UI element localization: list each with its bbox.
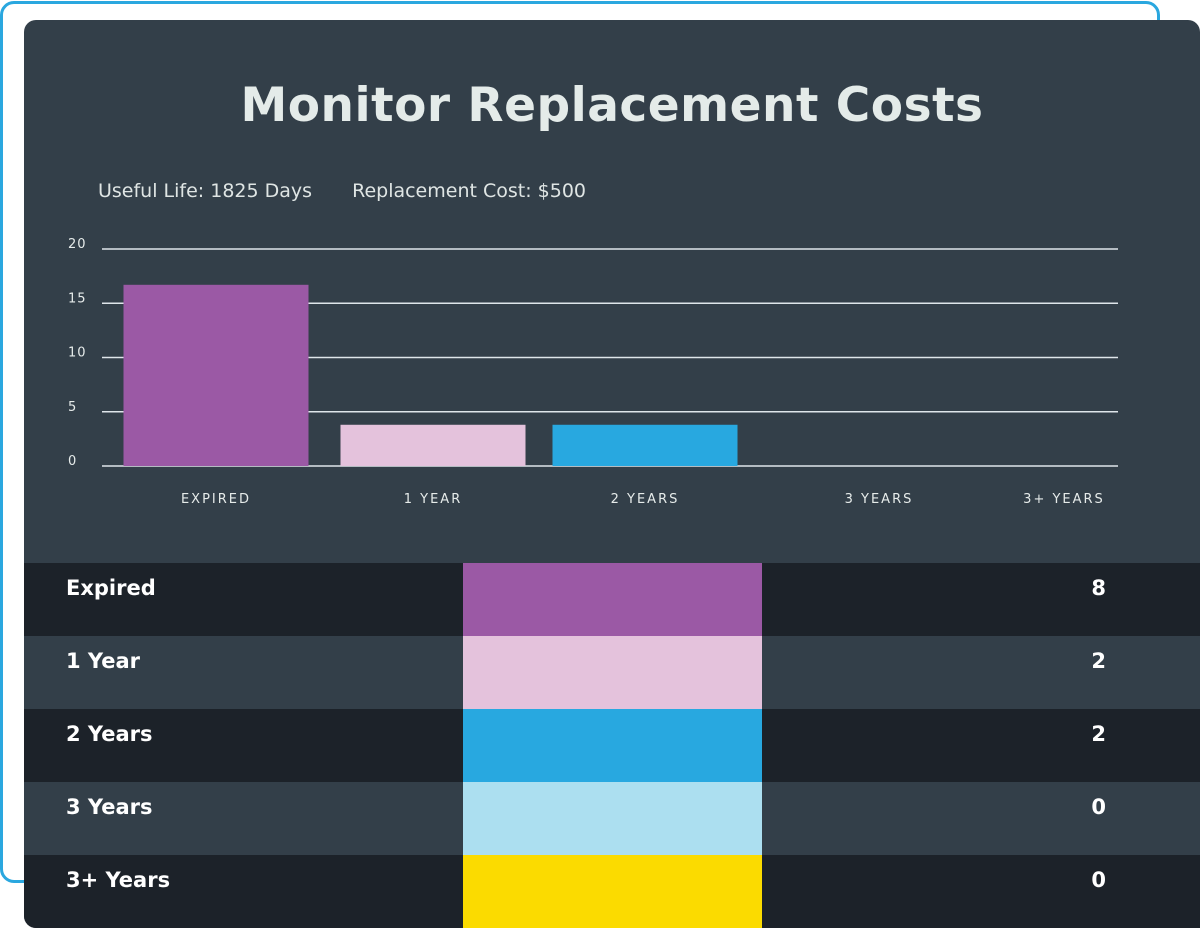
table-row: Expired 8 [24, 563, 1200, 636]
row-value: 0 [1091, 868, 1106, 892]
row-color-swatch [463, 855, 762, 928]
chart-card: Monitor Replacement Costs Useful Life: 1… [24, 20, 1200, 928]
x-category-label: 3+ YEARS [1023, 492, 1105, 507]
table-row: 1 Year 2 [24, 636, 1200, 709]
row-label: Expired [66, 576, 156, 600]
bar-expired [123, 284, 309, 466]
x-category-label: 3 YEARS [845, 492, 914, 507]
replacement-cost-text: Replacement Cost: $500 [352, 180, 587, 202]
y-tick-label: 0 [68, 454, 77, 469]
row-value: 2 [1091, 649, 1106, 673]
bar-1-year [340, 424, 526, 466]
row-value: 0 [1091, 795, 1106, 819]
bar-chart: 0 5 10 15 20 EXPIRED 1 YEAR 2 YEARS 3 YEARS 3+ YE… [68, 237, 1118, 507]
row-label: 3 Years [66, 795, 153, 819]
chart-meta: Useful Life: 1825 Days Replacement Cost:… [98, 180, 620, 202]
summary-table: Expired 8 1 Year 2 2 Years 2 3 Years 0 3+ Years 0 [24, 563, 1200, 928]
row-value: 8 [1091, 576, 1106, 600]
y-tick-label: 15 [68, 291, 87, 306]
y-tick-label: 20 [68, 237, 87, 252]
row-color-swatch [463, 563, 762, 636]
useful-life-text: Useful Life: 1825 Days [98, 180, 313, 202]
row-label: 3+ Years [66, 868, 171, 892]
row-value: 2 [1091, 722, 1106, 746]
row-color-swatch [463, 636, 762, 709]
row-label: 2 Years [66, 722, 153, 746]
row-color-swatch [463, 782, 762, 855]
y-tick-label: 5 [68, 400, 77, 415]
row-color-swatch [463, 709, 762, 782]
x-category-label: 2 YEARS [611, 492, 680, 507]
row-label: 1 Year [66, 649, 140, 673]
table-row: 3+ Years 0 [24, 855, 1200, 928]
page-title: Monitor Replacement Costs [240, 78, 984, 133]
x-category-label: EXPIRED [181, 492, 251, 507]
y-tick-label: 10 [68, 346, 87, 361]
table-row: 2 Years 2 [24, 709, 1200, 782]
bar-2-years [552, 424, 738, 466]
table-row: 3 Years 0 [24, 782, 1200, 855]
x-category-label: 1 YEAR [404, 492, 462, 507]
